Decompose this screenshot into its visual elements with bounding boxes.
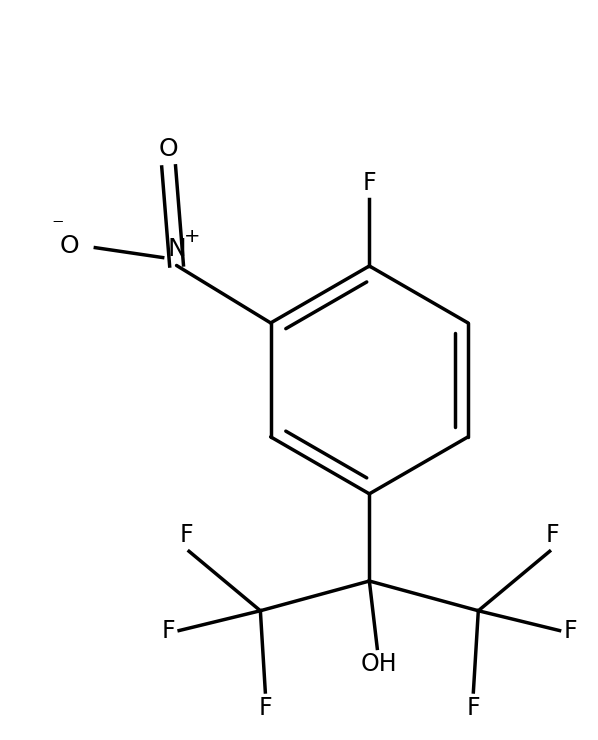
- Text: OH: OH: [361, 653, 398, 676]
- Text: F: F: [179, 523, 193, 548]
- Text: O: O: [60, 234, 80, 258]
- Text: F: F: [563, 619, 577, 642]
- Text: F: F: [362, 171, 376, 195]
- Text: F: F: [258, 696, 272, 720]
- Text: +: +: [184, 226, 201, 246]
- Text: F: F: [466, 696, 480, 720]
- Text: ⁻: ⁻: [51, 214, 64, 238]
- Text: F: F: [546, 523, 560, 548]
- Text: O: O: [159, 138, 178, 161]
- Text: F: F: [161, 619, 175, 642]
- Text: N: N: [167, 237, 186, 260]
